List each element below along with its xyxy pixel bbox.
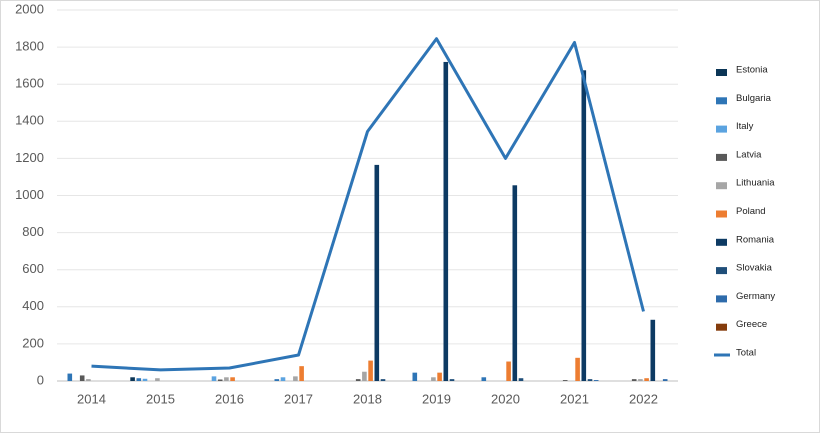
y-tick-label: 1600 [15, 76, 44, 91]
legend-swatch [716, 323, 727, 331]
x-tick-label: 2020 [491, 391, 520, 406]
bar [130, 377, 135, 381]
bar [443, 61, 449, 381]
bar [274, 379, 280, 381]
legend-label: Italy [736, 121, 754, 132]
legend-swatch [716, 267, 727, 275]
bar [593, 380, 599, 381]
legend-label: Germany [736, 291, 775, 302]
x-tick-label: 2016 [215, 391, 244, 406]
bar [142, 378, 148, 381]
bar [638, 379, 643, 381]
bar [362, 371, 367, 381]
bar [380, 379, 386, 381]
legend-swatch [716, 182, 727, 190]
bar [374, 164, 380, 381]
bar [518, 378, 524, 381]
x-tick-label: 2018 [353, 391, 382, 406]
x-tick-label: 2019 [422, 391, 451, 406]
bar [293, 376, 298, 381]
bar [650, 319, 656, 381]
y-tick-label: 1200 [15, 150, 44, 165]
legend-swatch [716, 238, 727, 246]
bar [412, 372, 418, 381]
bar [631, 379, 637, 381]
y-tick-label: 800 [22, 224, 44, 239]
legend-label: Total [736, 348, 756, 359]
legend-swatch [716, 69, 727, 76]
legend-swatch [716, 295, 727, 303]
y-tick-label: 1400 [15, 113, 44, 128]
bar [79, 375, 85, 381]
x-tick-label: 2021 [560, 391, 589, 406]
bar [136, 378, 142, 381]
bar [224, 377, 229, 381]
bar [230, 377, 235, 381]
bar [155, 378, 160, 381]
bar [575, 357, 580, 381]
legend-label: Slovakia [736, 263, 773, 274]
bar [355, 379, 361, 381]
legend-label: Bulgaria [736, 93, 772, 104]
bar [506, 361, 511, 381]
legend-swatch [716, 125, 727, 133]
bar [368, 360, 373, 381]
legend-label: Estonia [736, 65, 768, 76]
bar [67, 373, 73, 381]
legend-label: Lithuania [736, 178, 775, 189]
bar [299, 366, 304, 381]
legend-swatch [716, 153, 727, 161]
y-tick-label: 200 [22, 335, 44, 350]
x-tick-label: 2022 [629, 391, 658, 406]
y-tick-label: 1800 [15, 39, 44, 54]
bar [481, 377, 487, 381]
bar [431, 377, 436, 381]
legend-swatch [716, 97, 727, 105]
bar [512, 185, 518, 381]
total-line [91, 37, 645, 372]
y-tick-label: 1000 [15, 187, 44, 202]
legend-swatch [716, 210, 727, 218]
y-tick-label: 600 [22, 261, 44, 276]
y-tick-label: 0 [37, 372, 44, 387]
legend-label: Greece [736, 319, 767, 330]
bar [86, 379, 91, 381]
bar [562, 380, 568, 381]
bar [662, 379, 668, 381]
legend-label: Romania [736, 234, 775, 245]
bar [644, 378, 649, 381]
x-tick-label: 2017 [284, 391, 313, 406]
x-tick-label: 2014 [77, 391, 106, 406]
bar [217, 379, 223, 381]
bar [280, 377, 286, 381]
legend-label: Poland [736, 206, 766, 217]
bar [587, 379, 593, 381]
bar [449, 379, 455, 381]
x-tick-label: 2015 [146, 391, 175, 406]
legend-label: Latvia [736, 149, 762, 160]
y-tick-label: 2000 [15, 1, 44, 16]
bar [437, 372, 442, 381]
bar [581, 70, 587, 381]
bar [211, 376, 217, 381]
y-tick-label: 400 [22, 298, 44, 313]
